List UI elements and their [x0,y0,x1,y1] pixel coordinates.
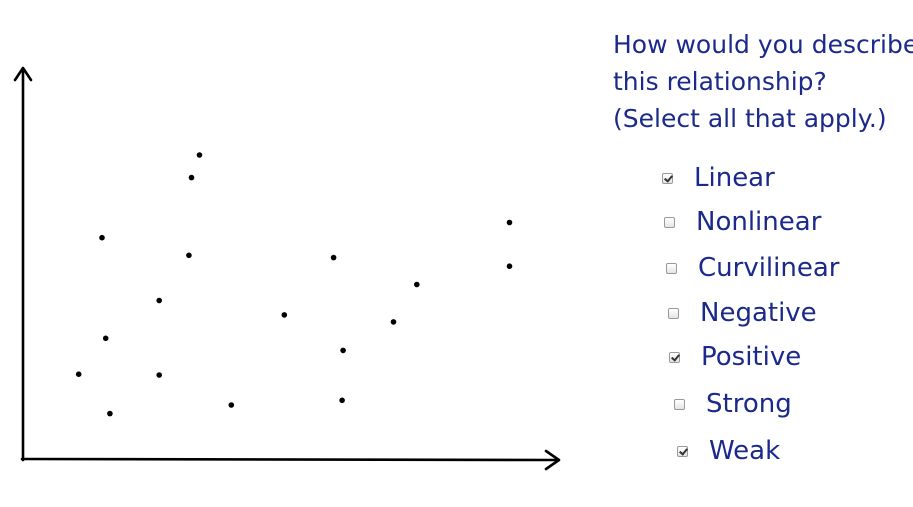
option-label-nonlinear: Nonlinear [696,207,822,237]
data-point-8 [186,252,192,259]
option-negative[interactable]: Negative [668,298,817,328]
checkbox-weak[interactable] [677,445,688,457]
option-label-strong: Strong [706,389,792,419]
data-point-12 [330,254,337,261]
x-axis-arrowhead [544,449,561,471]
option-label-weak: Weak [709,436,781,466]
question-line-3: (Select all that apply.) [613,104,887,133]
checkbox-nonlinear[interactable] [664,216,675,228]
data-point-6 [156,372,162,378]
option-weak[interactable]: Weak [677,436,780,466]
data-point-2 [102,335,109,342]
option-label-positive: Positive [701,342,802,372]
question-prompt: How would you describe this relationship… [613,26,913,137]
data-point-11 [281,312,288,318]
checkbox-positive[interactable] [669,351,680,363]
checkbox-curvilinear[interactable] [666,262,677,274]
data-point-1 [75,371,82,378]
scatter-plot [13,66,561,471]
data-point-13 [340,347,346,354]
option-linear[interactable]: Linear [662,163,775,193]
data-point-7 [188,174,195,181]
data-point-4 [99,234,105,241]
data-point-9 [196,152,203,158]
option-positive[interactable]: Positive [669,342,801,372]
data-point-15 [390,319,397,325]
checkbox-linear[interactable] [662,172,673,184]
question-line-1: How would you describe [613,30,913,59]
axes [13,66,561,471]
option-label-linear: Linear [694,163,775,193]
data-point-10 [228,402,235,408]
question-line-2: this relationship? [613,67,827,96]
data-point-17 [506,219,513,226]
option-strong[interactable]: Strong [674,389,792,419]
option-curvilinear[interactable]: Curvilinear [666,253,839,283]
data-point-3 [107,410,113,417]
checkbox-negative[interactable] [668,307,679,319]
data-points [75,152,513,417]
option-nonlinear[interactable]: Nonlinear [664,207,821,237]
data-point-14 [339,397,345,404]
data-point-18 [506,263,513,270]
option-label-curvilinear: Curvilinear [698,253,840,283]
data-point-5 [156,297,162,304]
checkbox-strong[interactable] [674,398,685,410]
x-axis-line [20,457,560,462]
data-point-16 [414,281,420,288]
y-axis-arrowhead [13,66,33,82]
option-label-negative: Negative [700,298,817,328]
